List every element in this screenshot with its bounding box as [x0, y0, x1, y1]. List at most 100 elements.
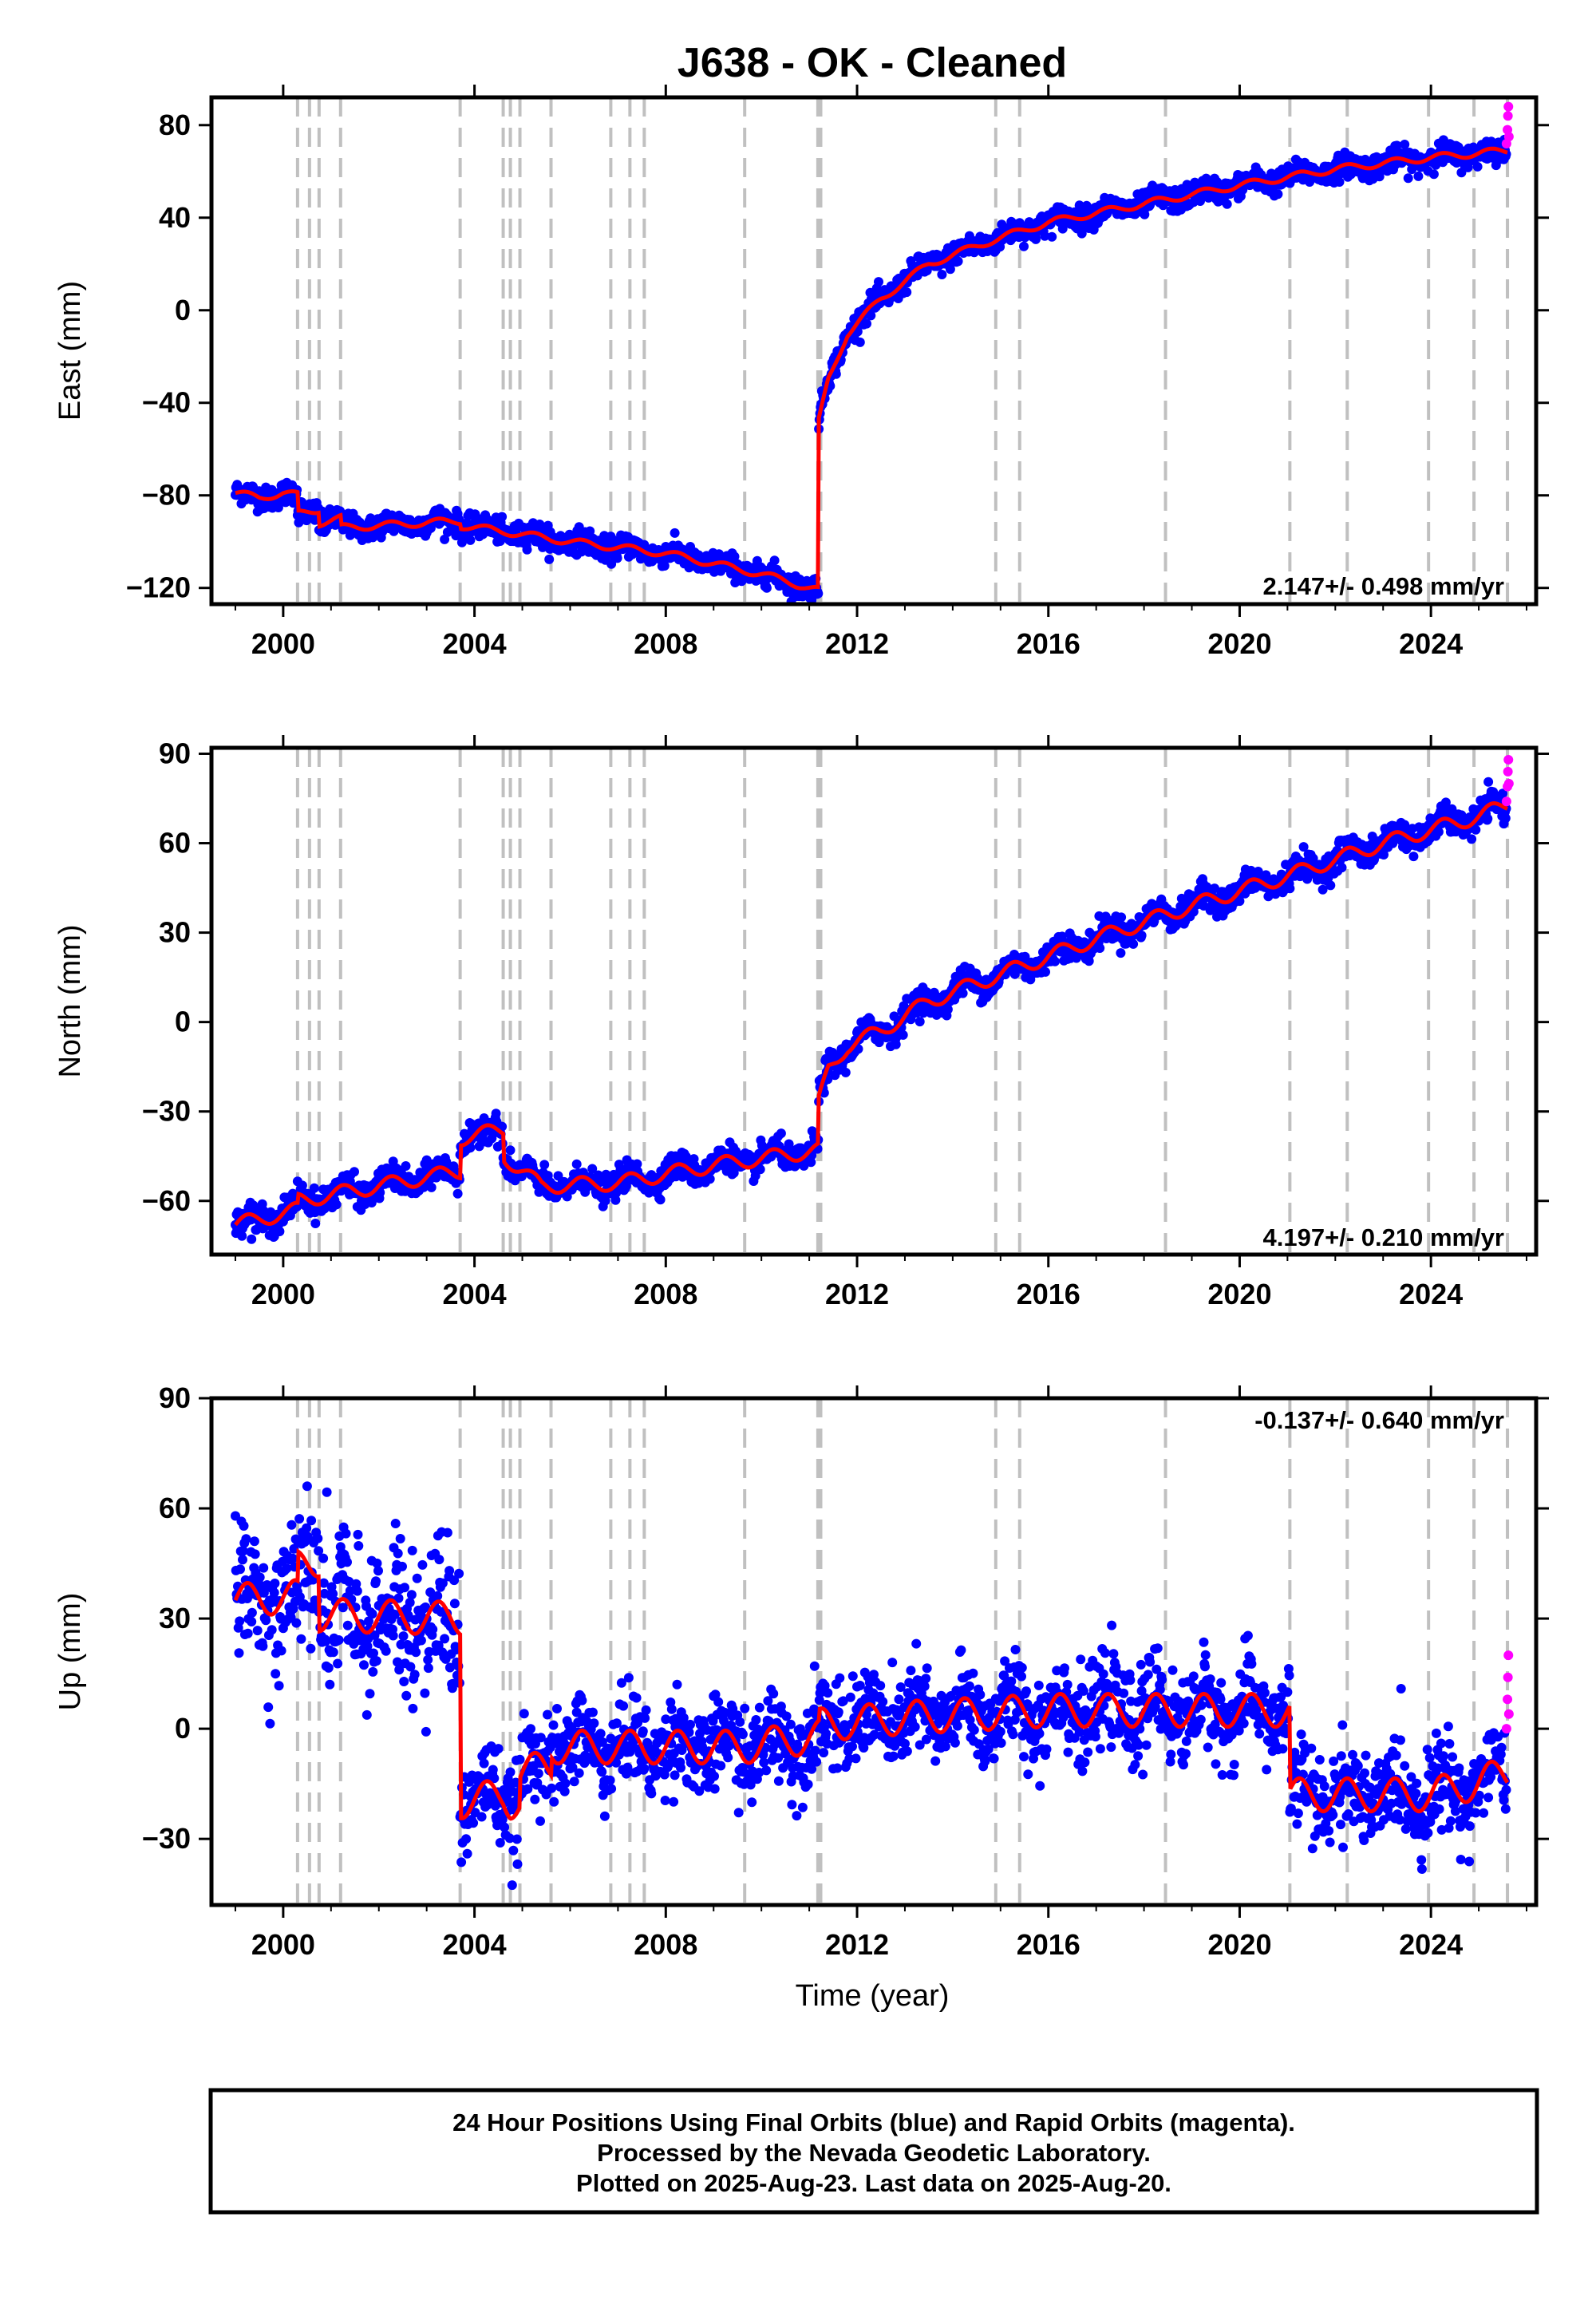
x-tick-label: 2004	[443, 1278, 507, 1310]
final-orbit-point	[1317, 884, 1328, 895]
final-orbit-point	[519, 1709, 529, 1719]
final-orbit-point	[532, 1778, 543, 1788]
final-orbit-point	[399, 1677, 409, 1686]
final-orbit-point	[465, 1143, 476, 1153]
final-orbit-point	[368, 1666, 378, 1677]
final-orbit-point	[855, 337, 865, 347]
final-orbit-point	[769, 555, 780, 566]
final-orbit-point	[364, 1616, 373, 1626]
final-orbit-point	[1047, 231, 1057, 242]
final-orbit-point	[1040, 231, 1050, 241]
final-orbit-point	[535, 1816, 545, 1826]
y-tick-label: −60	[142, 1184, 191, 1217]
final-orbit-point	[390, 1519, 401, 1528]
final-orbit-point	[235, 1616, 245, 1626]
final-orbit-point	[440, 1634, 450, 1644]
x-tick-label: 2000	[251, 1278, 315, 1310]
final-orbit-point	[1041, 966, 1050, 977]
final-orbit-point	[891, 1039, 901, 1049]
final-orbit-point	[344, 1576, 354, 1587]
final-orbit-point	[247, 1607, 257, 1618]
final-orbit-point	[606, 559, 617, 569]
final-orbit-point	[249, 1536, 259, 1547]
final-orbit-point	[276, 1646, 286, 1656]
final-orbit-point	[437, 1578, 448, 1588]
final-orbit-point	[1403, 173, 1413, 184]
final-orbit-point	[490, 1800, 500, 1811]
final-orbit-point	[489, 1773, 500, 1784]
final-orbit-point	[1128, 939, 1139, 949]
final-orbit-point	[287, 1553, 298, 1563]
final-orbit-point	[361, 1709, 372, 1720]
final-orbit-point	[1483, 813, 1493, 824]
final-orbit-point	[600, 1196, 610, 1206]
final-orbit-point	[512, 1859, 523, 1869]
x-tick-label: 2012	[825, 627, 889, 660]
final-orbit-point	[270, 1579, 280, 1588]
final-orbit-point	[1116, 912, 1127, 923]
final-orbit-point	[259, 1587, 269, 1598]
final-orbit-point	[1210, 883, 1219, 894]
final-orbit-point	[421, 1602, 431, 1612]
final-orbit-point	[1222, 199, 1232, 209]
east-panel: 2000 2004 2008 2012 2016 2020 2024−120−80−4004…	[53, 85, 1549, 660]
final-orbit-point	[390, 1610, 400, 1619]
final-orbit-point	[1471, 824, 1481, 835]
final-orbit-point	[428, 1624, 438, 1634]
rapid-orbit-point	[1503, 754, 1514, 765]
final-orbit-point	[476, 1812, 487, 1822]
final-orbit-point	[621, 1181, 631, 1192]
final-orbit-point	[247, 1617, 257, 1626]
final-orbit-point	[258, 1641, 268, 1651]
rapid-orbit-point	[1501, 796, 1511, 807]
final-orbit-point	[395, 1534, 405, 1543]
final-orbit-point	[539, 1160, 550, 1170]
final-orbit-point	[352, 1586, 362, 1596]
final-orbit-point	[442, 1528, 452, 1538]
final-orbit-point	[522, 544, 532, 555]
final-orbit-point	[866, 310, 876, 321]
final-orbit-point	[1077, 228, 1087, 239]
final-orbit-point	[412, 1573, 422, 1583]
final-orbit-point	[915, 1017, 925, 1027]
final-orbit-point	[454, 1568, 464, 1579]
final-orbit-point	[423, 1663, 433, 1674]
final-orbit-point	[239, 1521, 249, 1531]
final-orbit-point	[1308, 853, 1318, 864]
final-orbit-point	[1428, 169, 1439, 180]
final-orbit-point	[306, 1516, 317, 1526]
final-orbit-point	[250, 1549, 260, 1559]
final-orbit-point	[1337, 863, 1347, 873]
final-orbit-point	[1020, 951, 1030, 962]
final-orbit-point	[1298, 842, 1309, 852]
final-orbit-point	[302, 1523, 312, 1533]
final-orbit-point	[444, 1662, 455, 1673]
final-orbit-point	[314, 1546, 324, 1556]
final-orbit-point	[942, 1004, 953, 1014]
chart-title: J638 - OK - Cleaned	[678, 40, 1067, 86]
plot-area	[231, 748, 1514, 1255]
final-orbit-point	[1408, 852, 1419, 862]
final-orbit-point	[659, 561, 670, 571]
rate-label: 4.197+/- 0.210 mm/yr	[1263, 1223, 1504, 1251]
final-orbit-point	[945, 264, 955, 275]
final-orbit-point	[407, 1545, 417, 1555]
final-orbit-point	[313, 1533, 323, 1543]
final-orbit-point	[874, 277, 883, 287]
north-panel: 2000 2004 2008 2012 2016 2020 2024−60−30030609…	[53, 735, 1549, 1310]
final-orbit-point	[353, 1529, 363, 1539]
final-orbit-point	[1500, 813, 1511, 824]
y-tick-label: 90	[159, 737, 191, 769]
final-orbit-point	[397, 1561, 407, 1571]
x-tick-label: 2000	[251, 627, 315, 660]
final-orbit-point	[354, 1541, 364, 1551]
x-tick-label: 2008	[634, 627, 697, 660]
final-orbit-point	[1456, 810, 1467, 820]
final-orbit-point	[381, 1646, 391, 1656]
x-tick-label: 2008	[634, 1278, 697, 1310]
final-orbit-point	[1325, 880, 1336, 891]
final-orbit-point	[408, 1703, 418, 1713]
final-orbit-point	[495, 1838, 505, 1848]
final-orbit-point	[420, 1688, 430, 1698]
